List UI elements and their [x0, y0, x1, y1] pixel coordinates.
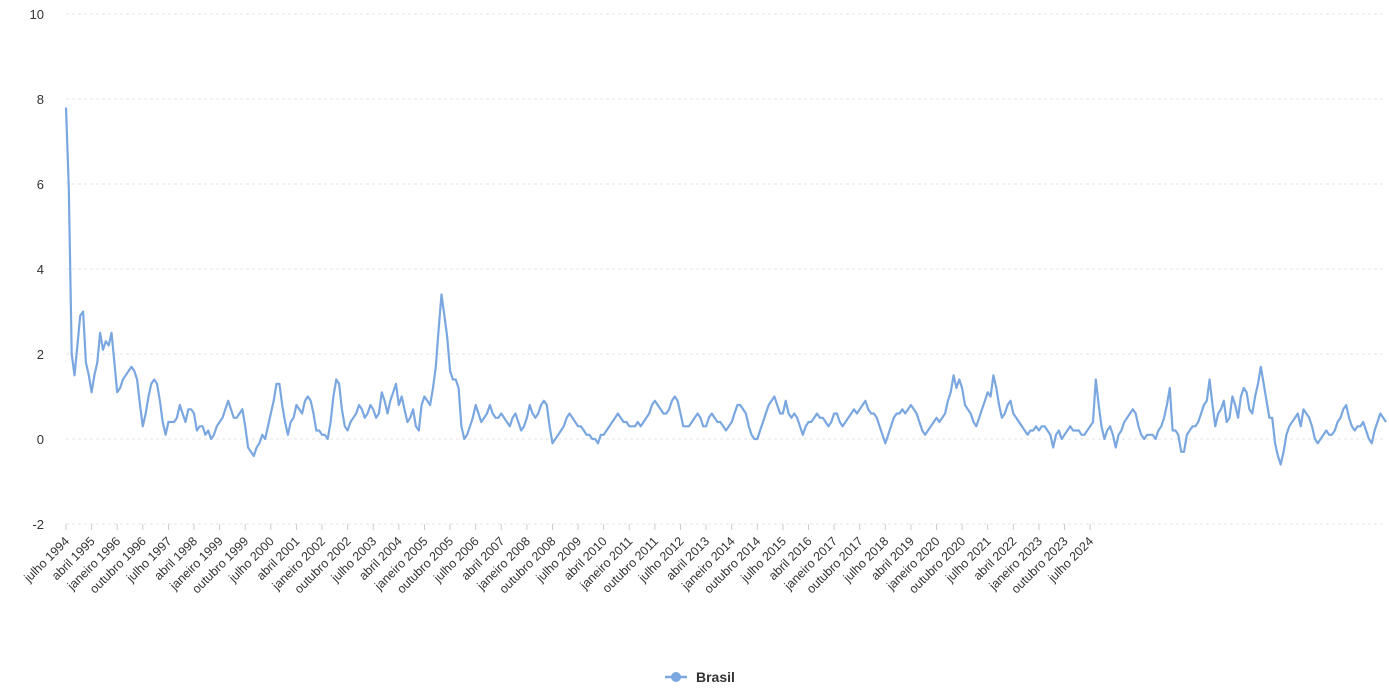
- y-tick-label: 4: [37, 262, 44, 277]
- legend-label: Brasil: [696, 669, 735, 685]
- y-tick-label: 10: [30, 7, 44, 22]
- legend-marker-dot: [671, 672, 681, 682]
- y-axis-ticks: -2 0 2 4 6 8 10: [30, 7, 44, 532]
- legend[interactable]: Brasil: [665, 669, 735, 685]
- gridlines: [66, 13, 1386, 525]
- y-tick-label: 0: [37, 432, 44, 447]
- y-tick-label: 6: [37, 177, 44, 192]
- y-tick-label: -2: [32, 517, 44, 532]
- series-lines: [64, 107, 1387, 466]
- y-tick-label: 8: [37, 92, 44, 107]
- y-tick-label: 2: [37, 347, 44, 362]
- series-line-brasil[interactable]: [64, 107, 1387, 466]
